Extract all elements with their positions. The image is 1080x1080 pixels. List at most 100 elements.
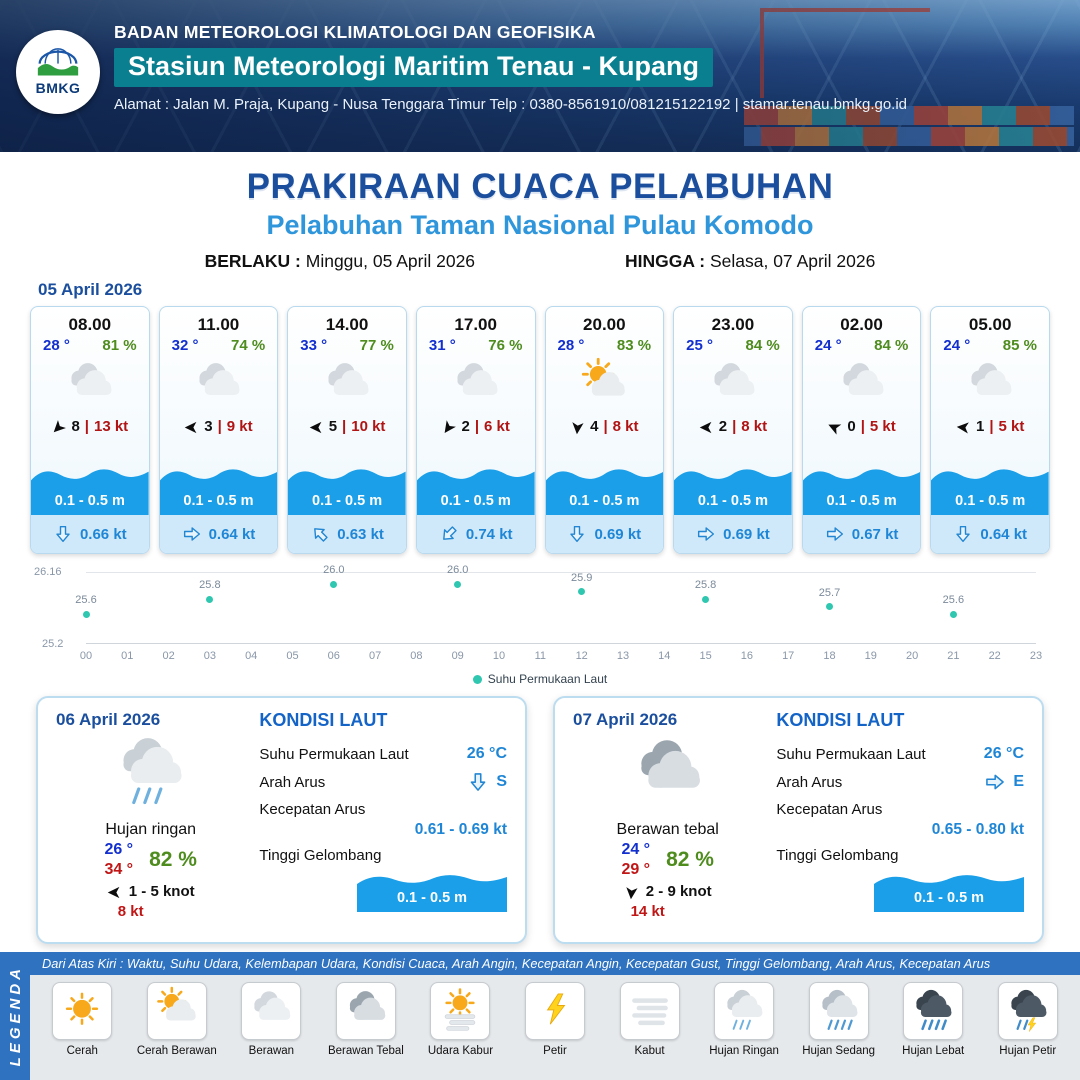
wind-gust: 8 kt [117,903,144,920]
wind-speed: 8 [71,418,80,435]
station-name: Stasiun Meteorologi Maritim Tenau - Kupa… [114,48,714,87]
legend-item: Berawan [225,982,318,1076]
chart-legend-label: Suhu Permukaan Laut [487,672,608,686]
current-info: 0.64 kt [931,515,1049,553]
wind-speed: 2 [461,418,470,435]
legend-item-label: Berawan Tebal [327,1045,404,1057]
wave-height: 0.1 - 0.5 m [697,493,768,509]
hourly-forecast-card: 17.00 31 ° 76 % 2 | 6 kt 0.1 - 0.5 m 0.7… [415,306,536,554]
x-axis-tick: 04 [245,650,258,662]
current-speed: 0.74 kt [465,525,513,543]
forecast-time: 14.00 [325,315,369,334]
humidity: 82 % [149,848,197,871]
air-temperature: 25 ° [686,337,713,354]
weather-icon [674,356,792,416]
sea-surface-temp: 26 °C [983,745,1024,762]
wind-info: 4 | 8 kt [546,418,664,435]
wave-height: 0.1 - 0.5 m [955,493,1026,509]
temp-max: 34 ° [104,861,134,878]
legend-item: Udara Kabur [414,982,507,1076]
chart-legend: Suhu Permukaan Laut [0,672,1080,686]
forecast-time: 02.00 [840,315,883,334]
current-direction-label: Arah Arus [259,773,326,791]
x-axis-tick: 12 [575,650,588,662]
x-axis-tick: 07 [368,650,382,662]
current-direction-icon [567,524,587,544]
wind-direction-icon [51,418,67,435]
weather-icon [546,356,664,416]
current-info: 0.66 kt [31,515,149,553]
current-info: 0.63 kt [288,515,406,553]
legend-title: LEGENDA [0,952,30,1080]
separator: | [217,418,222,435]
weather-icon [714,982,775,1040]
forecast-time: 08.00 [68,315,112,334]
current-direction-icon [182,524,202,544]
wind-info: 5 | 10 kt [288,418,406,435]
hourly-forecast-card: 11.00 32 ° 74 % 3 | 9 kt 0.1 - 0.5 m 0.6… [158,306,279,554]
humidity: 77 % [359,337,394,354]
daily-forecast-card: 06 April 2026 Hujan ringan 26 ° 34 ° 82 … [36,696,527,944]
wind-speed: 4 [590,418,599,435]
current-direction: E [1013,773,1024,790]
legend-item: Berawan Tebal [320,982,413,1076]
hourly-forecast-card: 08.00 28 ° 81 % 8 | 13 kt 0.1 - 0.5 m 0.… [30,306,150,554]
air-temperature: 32 ° [171,337,199,354]
wind-gust: 6 kt [484,418,510,435]
wind-speed: 1 [975,418,985,435]
humidity: 83 % [616,337,652,354]
daily-forecast-row: 06 April 2026 Hujan ringan 26 ° 34 ° 82 … [36,696,1044,944]
weather-icon [619,982,680,1040]
wind-direction-icon [570,418,585,435]
current-direction-icon [984,771,1006,793]
x-axis-tick: 17 [782,650,795,662]
valid-from-date: Minggu, 05 April 2026 [305,251,476,271]
wave-height-band: 0.1 - 0.5 m [288,463,406,515]
current-speed-label: Kecepatan Arus [776,801,883,818]
station-address: Alamat : Jalan M. Praja, Kupang - Nusa T… [114,96,908,113]
wave-height-band: 0.1 - 0.5 m [159,463,278,515]
current-speed: 0.64 kt [980,525,1028,543]
agency-name: BADAN METEOROLOGI KLIMATOLOGI DAN GEOFIS… [114,22,596,42]
temp-min: 26 ° [104,841,134,858]
legend-item: Hujan Lebat [887,982,980,1076]
current-info: 0.69 kt [545,515,664,553]
x-axis-tick: 14 [658,650,671,662]
temp-min: 24 ° [621,841,651,858]
wave-height-band: 0.1 - 0.5 m [31,463,149,515]
wave-height-band: 0.1 - 0.5 m [874,870,1024,912]
legend-item: Cerah [36,982,129,1076]
hourly-forecast-card: 20.00 28 ° 83 % 4 | 8 kt 0.1 - 0.5 m 0.6… [544,306,665,554]
legend-item: Hujan Sedang [792,982,885,1076]
legend-item-label: Hujan Lebat [902,1045,965,1057]
valid-to-label: HINGGA : [625,251,706,271]
sst-value-label: 26.0 [323,564,345,576]
forecast-time: 23.00 [711,315,755,334]
separator: | [860,418,865,435]
wind-gust: 5 kt [869,418,896,435]
wind-direction-icon [624,883,639,900]
wind-gust: 9 kt [226,418,253,435]
current-direction-label: Arah Arus [776,773,843,791]
wave-height: 0.1 - 0.5 m [440,493,511,509]
sst-value-label: 25.8 [694,579,717,591]
separator: | [603,418,608,435]
current-speed: 0.61 - 0.69 kt [414,821,507,838]
wave-height: 0.1 - 0.5 m [312,493,383,509]
wind-direction-icon [956,418,971,435]
y-max-label: 26.16 [34,566,62,578]
title-block: PRAKIRAAN CUACA PELABUHAN Pelabuhan Tama… [0,152,1080,272]
wind-gust: 8 kt [741,418,768,435]
weather-icon [146,982,207,1040]
legend-item-label: Hujan Sedang [802,1045,876,1057]
page-subtitle: Pelabuhan Taman Nasional Pulau Komodo [266,210,814,240]
sea-conditions-heading: KONDISI LAUT [259,710,388,730]
current-info: 0.74 kt [416,515,535,553]
weather-icon [808,982,869,1040]
current-direction: S [496,773,507,790]
humidity: 81 % [102,337,137,354]
x-axis-tick: 13 [616,650,630,662]
wind-direction-icon [309,418,324,435]
legend-item-label: Cerah Berawan [136,1045,217,1057]
